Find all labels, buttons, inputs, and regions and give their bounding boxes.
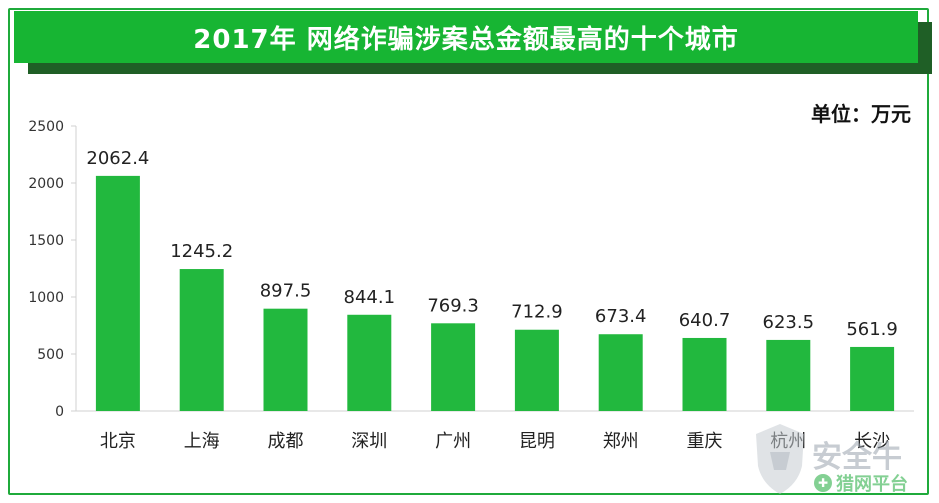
bar-value-label: 640.7: [679, 310, 731, 331]
value-labels: 2062.4 1245.2 897.5 844.1 769.3 712.9 673.4 640…: [86, 148, 897, 340]
x-tick-label: 成都: [268, 431, 304, 452]
y-tick-label: 2000: [28, 176, 64, 192]
watermark: 安全牛 ✚ 猎网平台: [752, 420, 922, 498]
bar-value-label: 623.5: [763, 312, 815, 333]
bar-value-label: 897.5: [260, 281, 312, 302]
x-tick-label: 重庆: [687, 431, 723, 452]
watermark-brand: 安全牛: [812, 440, 902, 475]
x-tick-label: 郑州: [603, 431, 639, 452]
chart-title: 2017年 网络诈骗涉案总金额最高的十个城市: [14, 11, 918, 63]
bar-value-label: 769.3: [427, 295, 479, 316]
bar: [682, 337, 727, 411]
platform-logo-icon: ✚: [814, 474, 832, 492]
x-tick-label: 上海: [184, 431, 220, 452]
bar-value-label: 844.1: [344, 287, 396, 308]
x-tick-label: 广州: [435, 431, 471, 452]
y-tick-label: 500: [37, 347, 64, 363]
bar: [598, 334, 643, 411]
chart-frame: [8, 8, 929, 495]
bar: [95, 175, 140, 411]
x-tick-label: 北京: [100, 431, 136, 452]
bar: [347, 314, 392, 411]
watermark-platform: ✚ 猎网平台: [814, 470, 908, 496]
y-tick-label: 1000: [28, 290, 64, 306]
bar-value-label: 1245.2: [170, 241, 233, 262]
x-tick-label: 深圳: [351, 431, 387, 452]
bars: [95, 175, 895, 411]
y-tick-label: 2500: [28, 119, 64, 135]
bar: [514, 329, 559, 411]
x-tick-label: 昆明: [519, 431, 555, 452]
y-tick-label: 0: [55, 404, 64, 420]
bar: [766, 339, 811, 411]
y-tick-labels: 0 500 1000 1500 2000 2500: [28, 119, 64, 420]
bar: [263, 308, 308, 411]
shield-logo-icon: [756, 424, 804, 494]
bar-value-label: 2062.4: [86, 148, 149, 169]
x-tick-label: 长沙: [854, 431, 890, 452]
bar: [431, 323, 476, 411]
watermark-platform-label: 猎网平台: [836, 474, 908, 495]
bar-value-label: 561.9: [846, 319, 898, 340]
bar-value-label: 673.4: [595, 306, 647, 327]
y-tick-label: 1500: [28, 233, 64, 249]
bar: [179, 269, 224, 411]
x-tick-labels: 北京上海成都深圳广州昆明郑州重庆杭州长沙: [100, 431, 890, 452]
unit-label: 单位：万元: [811, 102, 911, 126]
bar-value-label: 712.9: [511, 302, 563, 323]
bar: [850, 346, 895, 411]
